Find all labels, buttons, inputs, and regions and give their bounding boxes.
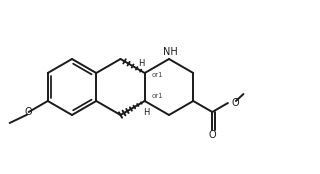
Text: H: H bbox=[144, 108, 150, 117]
Text: or1: or1 bbox=[152, 93, 164, 99]
Text: O: O bbox=[209, 130, 216, 140]
Text: NH: NH bbox=[163, 47, 177, 57]
Text: O: O bbox=[25, 107, 33, 117]
Text: O: O bbox=[232, 98, 239, 108]
Text: or1: or1 bbox=[152, 72, 164, 78]
Text: H: H bbox=[139, 58, 145, 68]
